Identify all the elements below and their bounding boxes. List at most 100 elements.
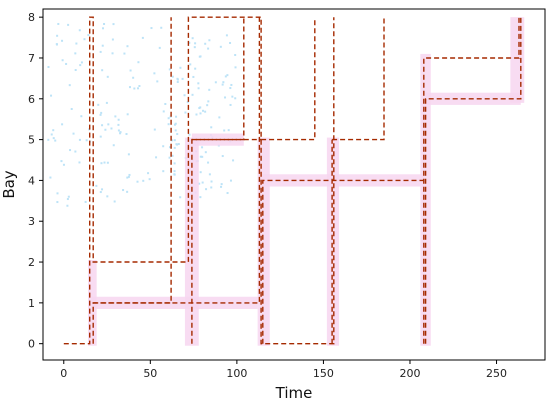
background-dot: [111, 52, 114, 55]
x-axis-ticks: 0 50 100 150 200 250: [60, 360, 507, 380]
y-axis-label: Bay: [0, 170, 18, 198]
x-tick-label: 50: [143, 367, 157, 380]
background-dot: [127, 175, 130, 178]
background-dot: [56, 201, 59, 204]
background-dot: [188, 41, 191, 44]
background-dot: [112, 23, 115, 26]
background-dot: [191, 93, 194, 96]
background-dot: [150, 27, 153, 30]
background-dot: [103, 161, 106, 164]
background-dot: [197, 87, 200, 90]
background-dot: [229, 179, 232, 182]
background-dot: [153, 72, 156, 75]
background-dot: [232, 159, 235, 162]
background-dot: [102, 27, 105, 30]
series-lines: [63, 16, 522, 345]
background-dot: [126, 45, 129, 48]
series-line: [424, 17, 522, 344]
series-line: [423, 17, 520, 344]
y-tick-label: 7: [28, 52, 35, 65]
background-dot: [129, 69, 132, 72]
background-dot: [220, 185, 223, 188]
background-dot: [61, 39, 64, 42]
background-dot: [119, 131, 122, 134]
background-dot: [201, 155, 204, 158]
background-dot: [176, 133, 179, 136]
background-dot: [206, 104, 209, 107]
background-dot: [56, 34, 59, 37]
background-dot: [194, 67, 197, 70]
background-dot: [56, 192, 59, 195]
highlight-band: [420, 53, 431, 346]
background-dot: [201, 181, 204, 184]
background-dot: [57, 22, 60, 25]
background-dot: [204, 42, 207, 45]
background-dot: [229, 103, 232, 106]
x-tick-label: 100: [226, 367, 247, 380]
y-tick-label: 5: [28, 134, 35, 147]
highlight-bands: [88, 17, 525, 346]
background-dot: [105, 101, 108, 104]
background-dot: [106, 195, 109, 198]
background-dot: [198, 182, 201, 185]
background-dot: [168, 156, 171, 159]
background-dot: [175, 115, 178, 118]
background-dot: [72, 132, 75, 135]
background-dot: [52, 129, 55, 132]
background-dot: [101, 44, 104, 47]
background-dot: [133, 87, 136, 90]
series-line: [332, 17, 385, 141]
background-dot: [214, 81, 217, 84]
background-dot: [126, 190, 129, 193]
series-line: [92, 17, 261, 344]
background-dot: [183, 94, 186, 97]
series-line: [93, 17, 172, 304]
background-dot: [103, 22, 106, 25]
background-dot: [164, 102, 167, 105]
background-dot: [137, 87, 140, 90]
background-dot: [167, 117, 170, 120]
background-dot: [221, 83, 224, 86]
background-dot: [50, 94, 53, 97]
background-dots: [47, 22, 237, 207]
background-dot: [95, 184, 98, 187]
background-dot: [173, 146, 176, 149]
background-dot: [101, 69, 104, 72]
x-tick-label: 250: [486, 367, 507, 380]
background-dot: [156, 80, 159, 83]
background-dot: [226, 74, 229, 77]
background-dot: [205, 188, 208, 191]
background-dot: [201, 146, 204, 149]
background-dot: [221, 155, 224, 158]
background-dot: [173, 170, 176, 173]
background-dot: [60, 160, 63, 163]
background-dot: [114, 115, 117, 118]
background-dot: [123, 52, 126, 55]
highlight-band: [326, 137, 340, 346]
background-dot: [175, 143, 178, 146]
background-dot: [168, 68, 171, 71]
background-dot: [136, 180, 139, 183]
background-dot: [194, 42, 197, 45]
series-line: [191, 17, 245, 141]
background-dot: [50, 133, 53, 136]
background-dot: [177, 143, 180, 146]
background-dot: [207, 47, 210, 50]
background-dot: [168, 146, 171, 149]
background-dot: [47, 138, 50, 141]
highlight-band: [510, 17, 525, 103]
background-dot: [117, 118, 120, 121]
background-dot: [142, 179, 145, 182]
y-tick-label: 6: [28, 93, 35, 106]
background-dot: [218, 116, 221, 119]
background-dot: [225, 34, 228, 37]
background-dot: [99, 135, 102, 138]
background-dot: [162, 145, 165, 148]
x-tick-label: 0: [60, 367, 67, 380]
background-dot: [197, 82, 200, 85]
background-dot: [210, 126, 213, 129]
background-dot: [126, 176, 129, 179]
background-dot: [174, 129, 177, 132]
background-dot: [127, 153, 130, 156]
background-dot: [85, 139, 88, 142]
